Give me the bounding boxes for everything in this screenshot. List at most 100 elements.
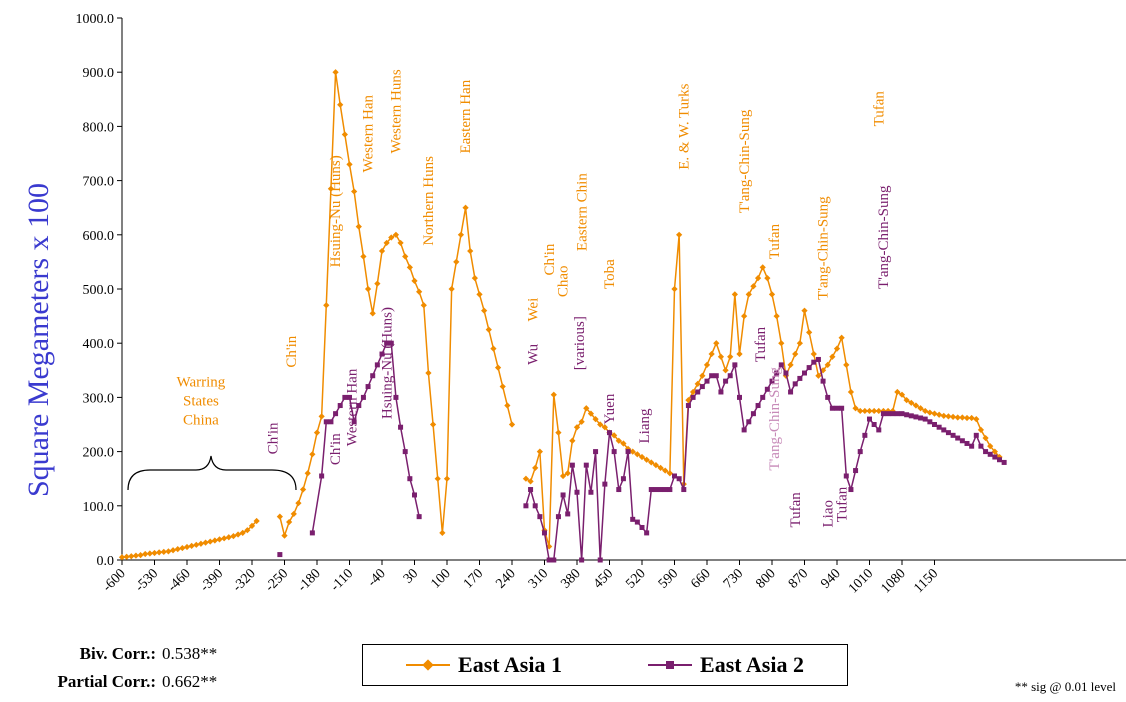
data-point bbox=[462, 204, 469, 211]
data-point bbox=[936, 411, 943, 418]
data-point bbox=[833, 345, 841, 352]
data-point bbox=[731, 291, 738, 298]
data-point bbox=[174, 546, 181, 553]
data-point bbox=[453, 258, 460, 266]
data-point bbox=[494, 364, 502, 371]
data-point bbox=[982, 434, 989, 442]
data-point bbox=[384, 340, 390, 346]
x-tick-label: 520 bbox=[623, 566, 648, 591]
data-point bbox=[820, 378, 826, 384]
data-point bbox=[555, 429, 562, 436]
data-point bbox=[652, 462, 660, 469]
data-point bbox=[927, 419, 933, 425]
data-point bbox=[151, 549, 158, 557]
data-point bbox=[945, 413, 952, 420]
annotation-label: Ch'in bbox=[328, 433, 344, 465]
data-point bbox=[416, 288, 423, 295]
data-point bbox=[801, 307, 808, 314]
data-point bbox=[211, 537, 218, 544]
data-point bbox=[871, 422, 877, 427]
data-point bbox=[913, 414, 919, 420]
y-axis-label: Square Megameters x 100 bbox=[22, 183, 55, 497]
x-tick-label: -110 bbox=[328, 566, 356, 594]
y-tick-label: 600.0 bbox=[83, 229, 115, 244]
data-point bbox=[810, 350, 817, 358]
data-point bbox=[815, 356, 821, 362]
data-point bbox=[365, 384, 371, 390]
annotation-label: Tufan bbox=[753, 326, 769, 362]
data-point bbox=[416, 514, 422, 520]
annotation-label: Ch'in bbox=[266, 422, 282, 454]
data-point bbox=[188, 542, 195, 550]
data-point bbox=[936, 424, 942, 430]
annotation-label: Toba bbox=[602, 259, 618, 289]
series-1 bbox=[277, 340, 1007, 563]
data-point bbox=[727, 373, 733, 379]
data-point bbox=[968, 414, 975, 422]
data-point bbox=[992, 454, 998, 460]
x-tick-label: 1010 bbox=[846, 566, 876, 596]
data-point bbox=[230, 533, 237, 540]
data-point bbox=[950, 432, 956, 438]
x-tick-label: 1150 bbox=[911, 566, 941, 596]
data-point bbox=[741, 312, 748, 320]
data-point bbox=[941, 427, 947, 433]
data-point bbox=[532, 503, 538, 509]
data-point bbox=[806, 365, 812, 371]
data-point bbox=[434, 475, 441, 482]
data-point bbox=[969, 443, 975, 449]
data-point bbox=[319, 473, 325, 479]
data-point bbox=[351, 419, 357, 425]
data-point bbox=[797, 375, 803, 381]
data-point bbox=[565, 511, 571, 517]
partial-corr-label: Partial Corr.: bbox=[57, 672, 156, 691]
legend-item-east-asia-1: East Asia 1 bbox=[406, 652, 562, 678]
data-point bbox=[369, 310, 376, 317]
data-point bbox=[853, 468, 859, 474]
data-point bbox=[611, 449, 617, 455]
data-point bbox=[983, 449, 989, 455]
y-tick-label: 0.0 bbox=[97, 554, 115, 569]
data-point bbox=[723, 378, 729, 384]
data-point bbox=[931, 410, 938, 417]
data-point bbox=[959, 438, 965, 444]
data-point bbox=[593, 449, 599, 455]
annotation-label: Tufan bbox=[834, 486, 850, 522]
data-point bbox=[667, 487, 673, 493]
biv-corr-label: Biv. Corr.: bbox=[79, 644, 156, 663]
data-point bbox=[183, 543, 191, 551]
data-point bbox=[611, 432, 618, 439]
y-tick-label: 300.0 bbox=[83, 391, 115, 406]
x-tick-label: 660 bbox=[688, 566, 713, 591]
annotation-label: [various] bbox=[572, 316, 588, 370]
data-point bbox=[165, 548, 172, 555]
data-point bbox=[216, 536, 223, 543]
data-point bbox=[374, 362, 380, 368]
data-point bbox=[918, 415, 924, 421]
data-point bbox=[407, 476, 413, 482]
annotation-label: Warring bbox=[177, 375, 226, 391]
data-point bbox=[737, 394, 742, 400]
data-point bbox=[588, 489, 594, 495]
data-point bbox=[638, 453, 646, 461]
data-point bbox=[443, 475, 451, 482]
data-point bbox=[862, 432, 868, 438]
annotation-label: Ch'in bbox=[284, 335, 300, 367]
data-point bbox=[574, 489, 580, 495]
annotation-label: Ch'in bbox=[542, 243, 558, 275]
data-point bbox=[346, 161, 353, 168]
data-point bbox=[760, 394, 766, 400]
data-point bbox=[745, 291, 752, 298]
data-point bbox=[778, 362, 784, 368]
data-point bbox=[890, 411, 896, 417]
data-point bbox=[360, 394, 366, 400]
data-point bbox=[904, 412, 910, 418]
data-point bbox=[736, 350, 743, 358]
legend-line-square-icon bbox=[648, 661, 693, 669]
x-tick-label: -320 bbox=[230, 566, 259, 595]
x-tick-label: 30 bbox=[401, 566, 422, 587]
data-point bbox=[899, 411, 905, 417]
data-point bbox=[713, 340, 720, 347]
data-point bbox=[662, 487, 668, 493]
data-point bbox=[885, 411, 891, 417]
